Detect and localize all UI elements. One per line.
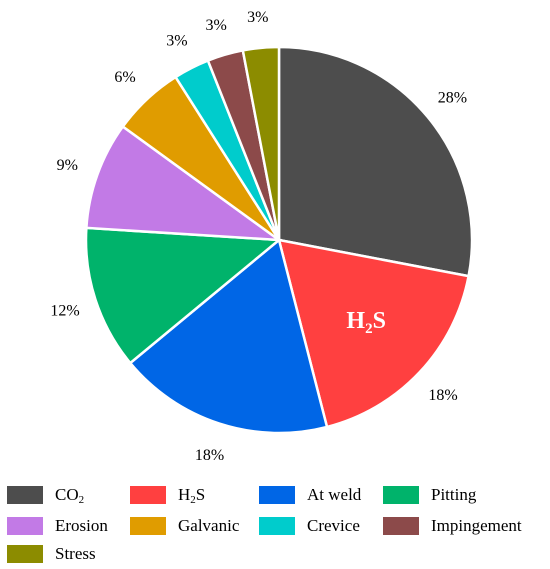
legend-item-at-weld: At weld [259, 482, 361, 508]
pct-label-erosion: 9% [57, 157, 78, 174]
pct-label-galvanic: 6% [114, 69, 135, 86]
legend-swatch [383, 486, 419, 504]
legend-swatch [259, 517, 295, 535]
legend-item-pitting: Pitting [383, 482, 476, 508]
pct-label-h2s: 18% [428, 387, 457, 404]
legend-item-erosion: Erosion [7, 513, 108, 539]
pct-label-crevice: 3% [166, 33, 187, 50]
legend-item-impingement: Impingement [383, 513, 522, 539]
inner-label-sub: 2 [365, 321, 373, 337]
inner-label-main: H [346, 308, 365, 334]
pie-slice-pitting [84, 226, 283, 365]
pct-label-stress: 3% [247, 9, 268, 26]
legend-swatch [7, 486, 43, 504]
legend-label: Erosion [55, 516, 108, 535]
legend-label: Crevice [307, 516, 360, 535]
pie-slices [84, 45, 474, 435]
inner-label-tail: S [373, 308, 386, 334]
pie-slice-stress [241, 45, 281, 241]
legend-item-co2: CO2 [7, 482, 84, 508]
legend-swatch [130, 517, 166, 535]
pie-slice-co2 [277, 45, 474, 278]
legend-label: CO2 [55, 485, 85, 506]
legend-item-galvanic: Galvanic [130, 513, 239, 539]
legend-swatch [259, 486, 295, 504]
h2s-inner-label: H2S [346, 308, 386, 337]
legend-label: Galvanic [178, 516, 240, 535]
legend-item-h2s: H2S [130, 482, 205, 508]
legend-item-stress: Stress [7, 541, 96, 567]
pie-slice-at-weld [128, 237, 329, 435]
pie-slice-erosion [85, 124, 284, 242]
legend-label: At weld [307, 485, 362, 504]
legend-swatch [7, 545, 43, 563]
legend-label: Pitting [431, 485, 477, 504]
pct-label-pitting: 12% [50, 303, 79, 320]
pie-labels: 28% 18% 18% 12% 9% 6% 3% 3% 3% [50, 9, 467, 464]
legend: CO2 H2S At weld Pitting Erosion Galvanic Crevi… [0, 478, 550, 569]
legend-label: Stress [55, 544, 96, 563]
legend-swatch [130, 486, 166, 504]
legend-label: Impingement [431, 516, 522, 535]
legend-swatch [7, 517, 43, 535]
pie-slice-h2s [277, 238, 471, 429]
pct-label-co2: 28% [438, 90, 467, 107]
legend-item-crevice: Crevice [259, 513, 360, 539]
pie-chart: 28% 18% 18% 12% 9% 6% 3% 3% 3% H2S [50, 9, 474, 464]
pct-label-impingement: 3% [206, 17, 227, 34]
legend-swatch [383, 517, 419, 535]
legend-label: H2S [178, 485, 206, 506]
pct-label-at-weld: 18% [195, 447, 224, 464]
